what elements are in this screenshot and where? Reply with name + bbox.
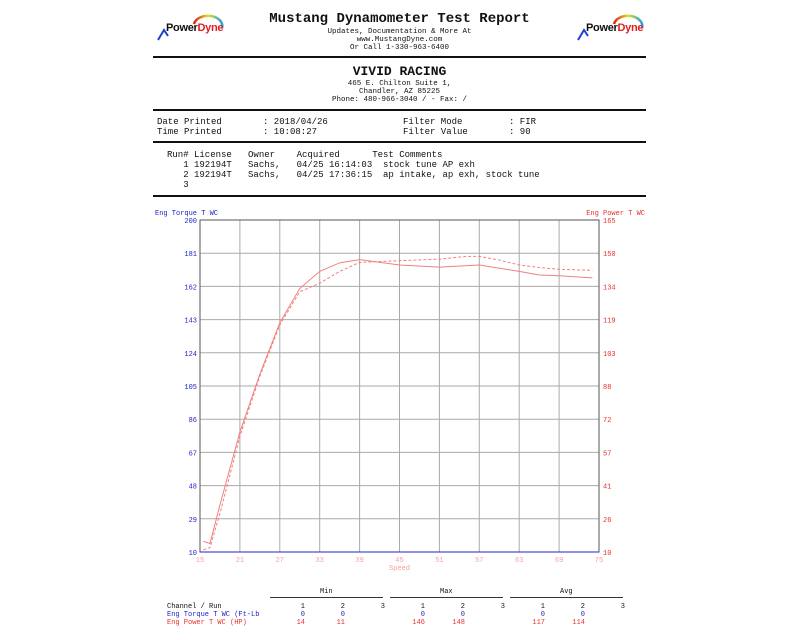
x-tick-label: 27: [276, 557, 284, 565]
run-row: 3: [167, 180, 189, 190]
left-tick-label: 10: [189, 550, 197, 558]
shop-name: VIVID RACING: [352, 64, 447, 79]
stat-value: 11: [336, 619, 345, 627]
stat-value: 0: [420, 611, 425, 619]
time-value: : 10:08:27: [263, 127, 318, 137]
x-tick-label: 39: [355, 557, 363, 565]
right-tick-label: 72: [603, 417, 611, 425]
right-tick-label: 57: [603, 450, 611, 458]
run-number: 2: [460, 603, 465, 611]
x-tick-label: 45: [395, 557, 403, 565]
run-number: 3: [620, 603, 625, 611]
left-tick-label: 200: [184, 218, 197, 226]
stats-group-rule: [510, 597, 623, 598]
filter-value-label: Filter Value: [403, 127, 468, 137]
stat-value: 0: [540, 611, 545, 619]
series-line-1: [203, 259, 593, 545]
powerdyne-logo-left: PowerDyne: [156, 14, 228, 44]
left-axis-label: Eng Torque T WC: [155, 210, 218, 218]
divider: [153, 141, 646, 143]
filter-value: : 90: [509, 127, 531, 137]
right-tick-label: 119: [603, 318, 616, 326]
x-tick-label: 63: [515, 557, 523, 565]
run-row: 1 192194T Sachs, 04/25 16:14:03 stock tu…: [167, 160, 475, 170]
report-title: Mustang Dynamometer Test Report: [269, 11, 530, 27]
left-tick-label: 124: [184, 351, 197, 359]
right-tick-label: 41: [603, 484, 611, 492]
right-axis-label: Eng Power T WC: [586, 210, 645, 218]
stat-value: 0: [340, 611, 345, 619]
run-number: 1: [300, 603, 305, 611]
stats-group-rule: [390, 597, 503, 598]
x-tick-label: 75: [595, 557, 603, 565]
x-tick-label: 33: [315, 557, 323, 565]
left-tick-label: 48: [189, 484, 197, 492]
left-tick-label: 86: [189, 417, 197, 425]
right-tick-label: 88: [603, 384, 611, 392]
divider: [153, 195, 646, 197]
run-number: 1: [420, 603, 425, 611]
right-tick-label: 10: [603, 550, 611, 558]
left-tick-label: 162: [184, 284, 197, 292]
stat-value: 0: [460, 611, 465, 619]
left-tick-label: 143: [184, 318, 197, 326]
stat-value: 117: [532, 619, 545, 627]
stats-group-label: Max: [440, 588, 453, 596]
x-tick-label: 51: [435, 557, 443, 565]
stats-group-rule: [270, 597, 383, 598]
stat-value: 114: [572, 619, 585, 627]
shop-address: 465 E. Chilton Suite 1,: [347, 80, 452, 88]
stat-value: 146: [412, 619, 425, 627]
filter-mode-value: : FIR: [509, 117, 537, 127]
left-tick-label: 29: [189, 517, 197, 525]
right-tick-label: 165: [603, 218, 616, 226]
shop-city: Chandler, AZ 85225: [358, 88, 440, 96]
x-axis-label: Speed: [389, 565, 410, 573]
channel-run-label: Channel / Run: [167, 603, 222, 611]
shop-phone: Phone: 480-966-3040 / - Fax: /: [331, 96, 468, 104]
divider: [153, 109, 646, 111]
right-tick-label: 150: [603, 251, 616, 259]
divider: [153, 56, 646, 58]
right-tick-label: 103: [603, 351, 616, 359]
x-tick-label: 69: [555, 557, 563, 565]
x-tick-label: 57: [475, 557, 483, 565]
stats-group-label: Avg: [560, 588, 573, 596]
run-number: 3: [380, 603, 385, 611]
header-phone: Or Call 1-330-963-6400: [349, 44, 450, 52]
right-tick-label: 26: [603, 517, 611, 525]
run-number: 1: [540, 603, 545, 611]
powerdyne-logo-right: PowerDyne: [576, 14, 648, 44]
date-value: : 2018/04/26: [263, 117, 328, 127]
channel-name: Eng Power T WC (HP): [167, 619, 247, 627]
stats-group-label: Min: [320, 588, 333, 596]
stat-value: 0: [300, 611, 305, 619]
run-number: 2: [340, 603, 345, 611]
left-tick-label: 105: [184, 384, 197, 392]
run-number: 2: [580, 603, 585, 611]
stat-value: 0: [580, 611, 585, 619]
left-tick-label: 67: [189, 450, 197, 458]
stat-value: 148: [452, 619, 465, 627]
header-url: www.MustangDyne.com: [356, 36, 443, 44]
channel-name: Eng Torque T WC (Ft-Lb: [167, 611, 260, 619]
run-row: 2 192194T Sachs, 04/25 17:36:15 ap intak…: [167, 170, 540, 180]
stat-value: 14: [296, 619, 305, 627]
x-tick-label: 15: [196, 557, 204, 565]
left-tick-label: 181: [184, 251, 197, 259]
run-number: 3: [500, 603, 505, 611]
x-tick-label: 21: [236, 557, 244, 565]
series-line-2: [203, 255, 593, 551]
runs-header: Run# License Owner Acquired Test Comment…: [167, 150, 443, 160]
header-line: Updates, Documentation & More At: [327, 28, 472, 36]
time-label: Time Printed: [157, 127, 222, 137]
date-label: Date Printed: [157, 117, 222, 127]
filter-mode-label: Filter Mode: [403, 117, 463, 127]
right-tick-label: 134: [603, 284, 616, 292]
